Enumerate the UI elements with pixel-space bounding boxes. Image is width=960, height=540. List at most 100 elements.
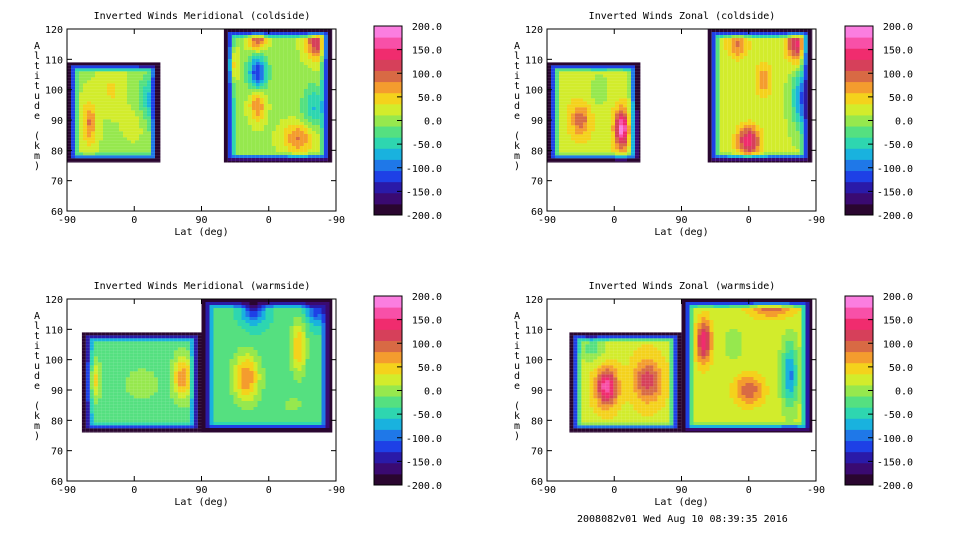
field-cell <box>87 119 91 123</box>
field-cell <box>559 146 563 150</box>
field-cell <box>707 131 712 134</box>
field-cell <box>247 98 252 101</box>
field-cell <box>143 92 147 96</box>
field-cell <box>611 83 615 87</box>
field-cell <box>619 143 623 147</box>
field-cell <box>243 92 248 95</box>
field-cell <box>319 38 324 41</box>
field-cell <box>803 50 808 53</box>
field-cell <box>71 71 75 75</box>
field-cell <box>727 77 732 80</box>
field-cell <box>135 80 139 84</box>
field-cell <box>159 122 161 126</box>
field-cell <box>631 137 635 141</box>
field-cell <box>775 101 780 104</box>
field-cell <box>303 35 308 38</box>
field-cell <box>109 356 114 360</box>
field-cell <box>263 128 268 131</box>
field-cell <box>101 386 106 390</box>
field-cell <box>71 95 75 99</box>
field-cell <box>623 98 627 102</box>
field-cell <box>603 125 607 129</box>
field-cell <box>559 161 563 163</box>
field-cell <box>291 110 296 113</box>
field-cell <box>307 29 312 32</box>
field-cell <box>243 86 248 89</box>
field-cell <box>787 32 792 35</box>
field-cell <box>323 143 328 146</box>
field-cell <box>239 128 244 131</box>
field-cell <box>563 107 567 111</box>
field-cell <box>739 161 744 163</box>
field-cell <box>739 35 744 38</box>
field-cell <box>275 104 280 107</box>
field-cell <box>131 134 135 138</box>
field-cell <box>127 95 131 99</box>
field-cell <box>99 62 103 66</box>
field-cell <box>607 116 611 120</box>
field-cell <box>707 53 712 56</box>
field-cell <box>235 107 240 110</box>
field-cell <box>623 152 627 156</box>
field-cell <box>295 104 300 107</box>
field-cell <box>133 383 138 387</box>
field-cell <box>115 119 119 123</box>
field-cell <box>295 101 300 104</box>
field-cell <box>735 35 740 38</box>
field-cell <box>595 131 599 135</box>
field-cell <box>231 89 236 92</box>
field-cell <box>627 149 631 153</box>
field-cell <box>93 344 98 348</box>
field-cell <box>147 128 151 132</box>
field-cell <box>715 98 720 101</box>
field-cell <box>767 74 772 77</box>
field-cell <box>103 77 107 81</box>
field-cell <box>707 59 712 62</box>
field-cell <box>149 359 154 363</box>
field-cell <box>779 68 784 71</box>
field-cell <box>119 74 123 78</box>
colorbar-tick-label: 0.0 <box>424 117 442 128</box>
field-cell <box>275 128 280 131</box>
field-cell <box>759 137 764 140</box>
field-cell <box>727 149 732 152</box>
field-cell <box>719 140 724 143</box>
field-cell <box>603 95 607 99</box>
field-cell <box>133 380 138 384</box>
field-cell <box>131 95 135 99</box>
field-cell <box>771 119 776 122</box>
field-cell <box>707 92 712 95</box>
field-cell <box>115 161 119 163</box>
field-cell <box>259 131 264 134</box>
field-cell <box>93 353 98 357</box>
field-cell <box>75 98 79 102</box>
field-cell <box>627 101 631 105</box>
field-cell <box>603 74 607 78</box>
field-cell <box>119 77 123 81</box>
field-cell <box>137 359 142 363</box>
field-cell <box>81 362 86 366</box>
field-cell <box>611 95 615 99</box>
field-cell <box>267 80 272 83</box>
field-cell <box>611 125 615 129</box>
field-cell <box>791 104 796 107</box>
field-cell <box>267 38 272 41</box>
field-cell <box>611 77 615 81</box>
field-cell <box>151 161 155 163</box>
field-cell <box>307 134 312 137</box>
field-cell <box>547 119 551 123</box>
field-cell <box>177 365 182 369</box>
field-cell <box>615 128 619 132</box>
field-cell <box>287 95 292 98</box>
field-cell <box>615 80 619 84</box>
field-cell <box>711 158 716 161</box>
field-cell <box>83 128 87 132</box>
field-cell <box>631 98 635 102</box>
field-cell <box>327 62 332 65</box>
field-cell <box>71 74 75 78</box>
field-cell <box>79 128 83 132</box>
field-cell <box>87 152 91 156</box>
field-cell <box>707 38 712 41</box>
field-cell <box>115 149 119 153</box>
field-cell <box>279 65 284 68</box>
